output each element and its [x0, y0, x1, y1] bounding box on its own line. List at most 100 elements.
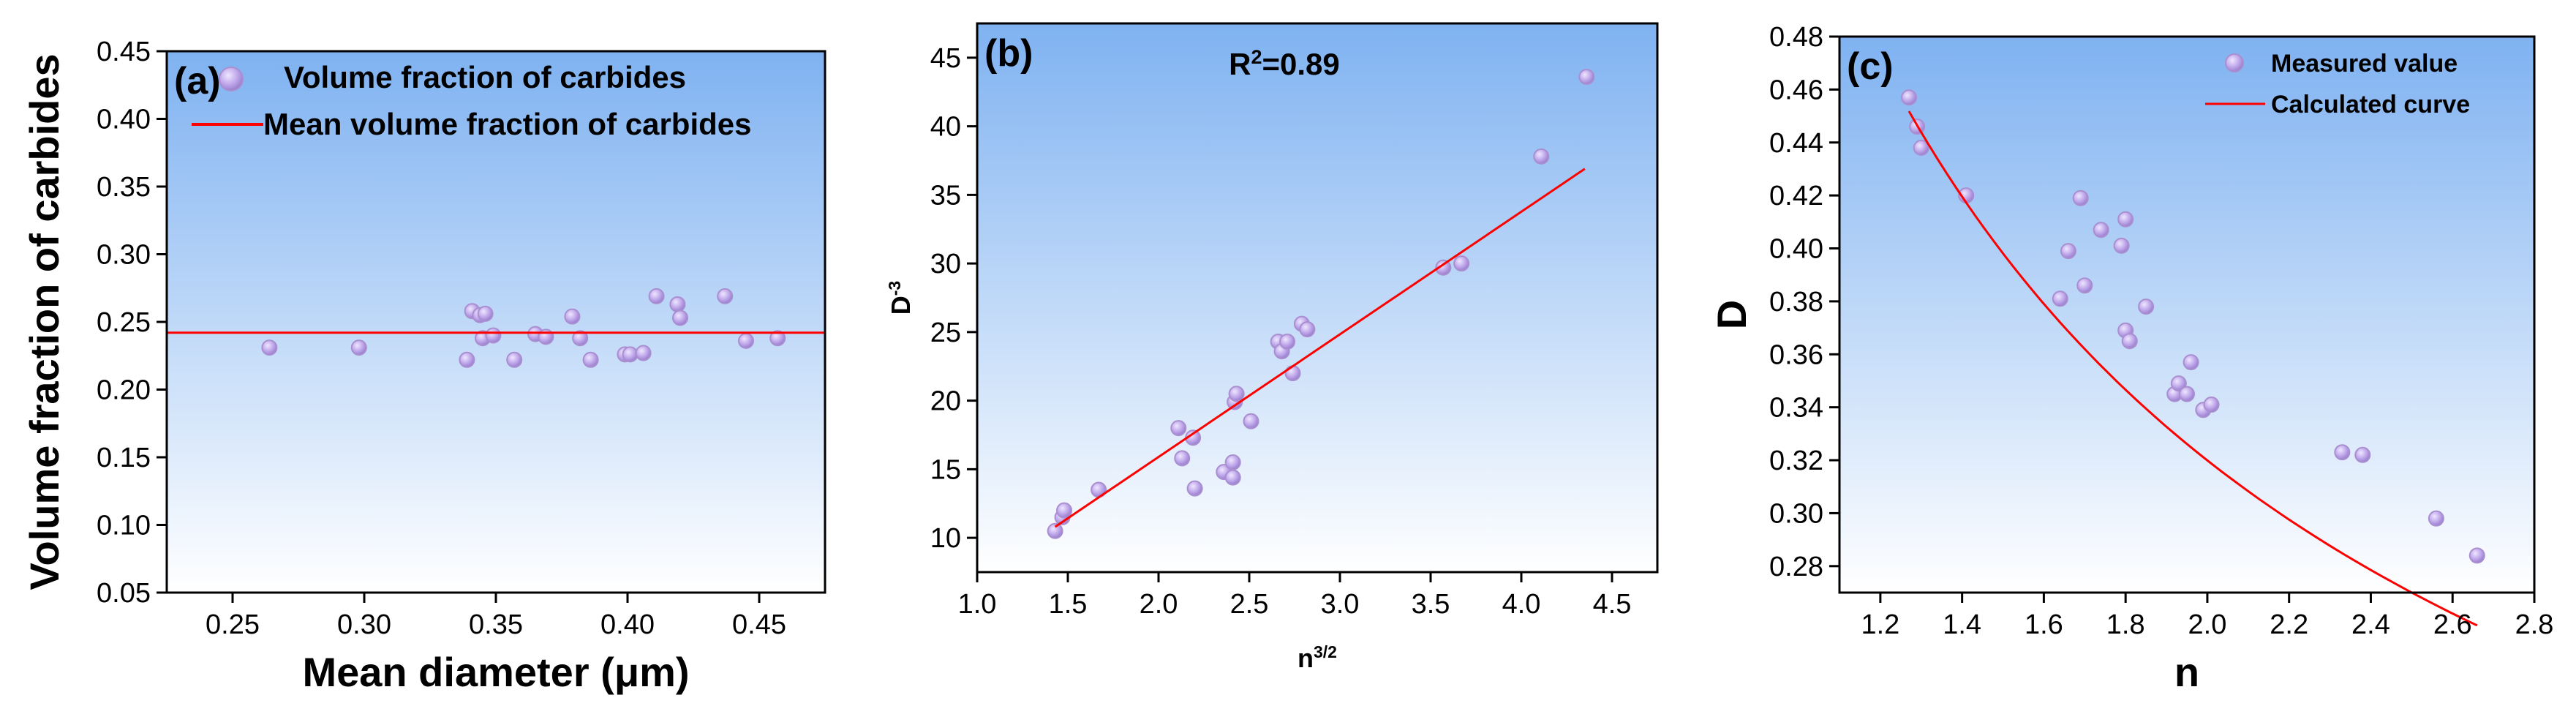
- y-tick-label: 0.25: [97, 307, 151, 338]
- y-tick-label: 0.30: [97, 240, 151, 271]
- calculated-curve: [1907, 110, 2478, 627]
- data-point: [582, 351, 599, 368]
- data-point: [622, 346, 639, 363]
- x-tick-label: 3.0: [1321, 589, 1360, 620]
- data-point: [1056, 502, 1073, 519]
- data-point: [261, 339, 278, 356]
- data-point: [1435, 259, 1452, 276]
- y-tick-label: 0.46: [1769, 75, 1823, 105]
- data-point: [2334, 444, 2351, 461]
- x-tick-label: 2.2: [2270, 609, 2308, 640]
- data-point: [635, 345, 652, 361]
- data-point: [1453, 255, 1470, 272]
- plot-background: [977, 23, 1657, 572]
- data-point: [717, 288, 734, 304]
- data-point: [738, 332, 754, 349]
- y-tick-label: 0.28: [1769, 552, 1823, 582]
- x-tick-label: 3.5: [1412, 589, 1450, 620]
- x-axis-label: n: [2174, 649, 2199, 695]
- data-point: [2060, 243, 2076, 260]
- x-tick-label: 0.35: [469, 609, 523, 640]
- plot-background: [1839, 37, 2534, 593]
- data-point: [2072, 189, 2089, 206]
- x-tick-label: 0.40: [600, 609, 655, 640]
- x-tick-label: 1.2: [1861, 609, 1899, 640]
- panel-label: (a): [174, 60, 221, 102]
- y-tick-label: 0.20: [97, 375, 151, 406]
- data-point: [477, 305, 494, 322]
- y-tick-label: 0.36: [1769, 339, 1823, 370]
- data-point: [564, 308, 581, 325]
- legend-label: Calculated curve: [2271, 91, 2470, 119]
- legend-label: Mean volume fraction of carbides: [263, 107, 752, 141]
- y-tick-label: 20: [930, 386, 961, 417]
- panel-a: 0.25 0.30 0.35 0.40 0.45 0.05 0.10 0.15 0.20 0.25…: [21, 37, 826, 695]
- data-point: [2052, 290, 2068, 307]
- data-point: [2113, 237, 2130, 254]
- data-point: [1243, 413, 1259, 429]
- data-point: [2170, 375, 2187, 392]
- data-point: [1224, 454, 1241, 470]
- y-tick-label: 0.42: [1769, 181, 1823, 211]
- x-tick-label: 1.8: [2106, 609, 2145, 640]
- data-point: [2117, 211, 2134, 228]
- data-point: [1047, 522, 1063, 539]
- data-point: [1170, 420, 1187, 437]
- x-axis-label: Mean diameter (μm): [302, 649, 689, 695]
- data-point: [2093, 222, 2109, 239]
- data-point: [2468, 547, 2485, 564]
- plot-background: [167, 51, 825, 593]
- x-tick-label: 1.6: [2025, 609, 2063, 640]
- data-point: [648, 288, 665, 304]
- x-tick-label: 2.8: [2515, 609, 2554, 640]
- legend-label: Measured value: [2271, 50, 2458, 78]
- panel-b: 1.0 1.5 2.0 2.5 3.0 3.5 4.0 4.5 10 15 20 25 30 35 40 45…: [885, 22, 1659, 673]
- x-axis-label: n3/2: [1298, 642, 1337, 673]
- x-tick-label: 4.5: [1593, 589, 1632, 620]
- data-point: [2179, 386, 2195, 402]
- data-point: [2203, 397, 2220, 413]
- data-point: [1186, 480, 1203, 497]
- y-tick-label: 10: [930, 523, 961, 554]
- y-tick-label: 0.30: [1769, 498, 1823, 529]
- r-squared-annotation: R2=0.89: [1229, 46, 1340, 81]
- panel-c: 1.2 1.4 1.6 1.8 2.0 2.2 2.4 2.6 2.8 0.28 0.30 0.32 0…: [1709, 22, 2553, 695]
- x-tick-label: 4.0: [1502, 589, 1541, 620]
- data-point: [350, 339, 367, 356]
- y-axis-label: D: [1709, 300, 1755, 329]
- data-point: [1578, 69, 1595, 86]
- data-point: [1228, 386, 1245, 402]
- legend-point-marker: [2225, 53, 2244, 72]
- y-tick-label: 25: [930, 318, 961, 348]
- panel-label: (c): [1847, 45, 1894, 88]
- x-tick-label: 2.4: [2351, 609, 2390, 640]
- data-point: [1174, 450, 1191, 467]
- data-point: [1299, 321, 1316, 338]
- data-point: [1224, 469, 1241, 486]
- x-tick-label: 0.25: [206, 609, 260, 640]
- y-axis-label: Volume fraction of carbides: [21, 53, 67, 590]
- y-tick-label: 45: [930, 43, 961, 74]
- data-point: [572, 330, 589, 347]
- x-tick-label: 2.6: [2433, 609, 2472, 640]
- data-point: [2183, 354, 2199, 371]
- panel-label: (b): [984, 32, 1033, 75]
- data-point: [1913, 140, 1929, 156]
- data-point: [485, 327, 502, 344]
- data-point: [2138, 298, 2155, 315]
- data-point: [769, 330, 786, 347]
- data-point: [672, 309, 688, 326]
- data-point: [2428, 510, 2444, 527]
- data-point: [2076, 277, 2093, 294]
- y-tick-label: 0.38: [1769, 287, 1823, 318]
- data-point: [669, 296, 686, 312]
- y-tick-label: 0.40: [97, 105, 151, 135]
- data-point: [2354, 446, 2371, 463]
- x-tick-label: 1.0: [958, 589, 997, 620]
- legend-label: Volume fraction of carbides: [284, 60, 686, 94]
- y-tick-label: 0.35: [97, 172, 151, 203]
- x-tick-label: 1.5: [1049, 589, 1088, 620]
- y-tick-label: 15: [930, 454, 961, 485]
- plot-frame: [1838, 35, 2536, 594]
